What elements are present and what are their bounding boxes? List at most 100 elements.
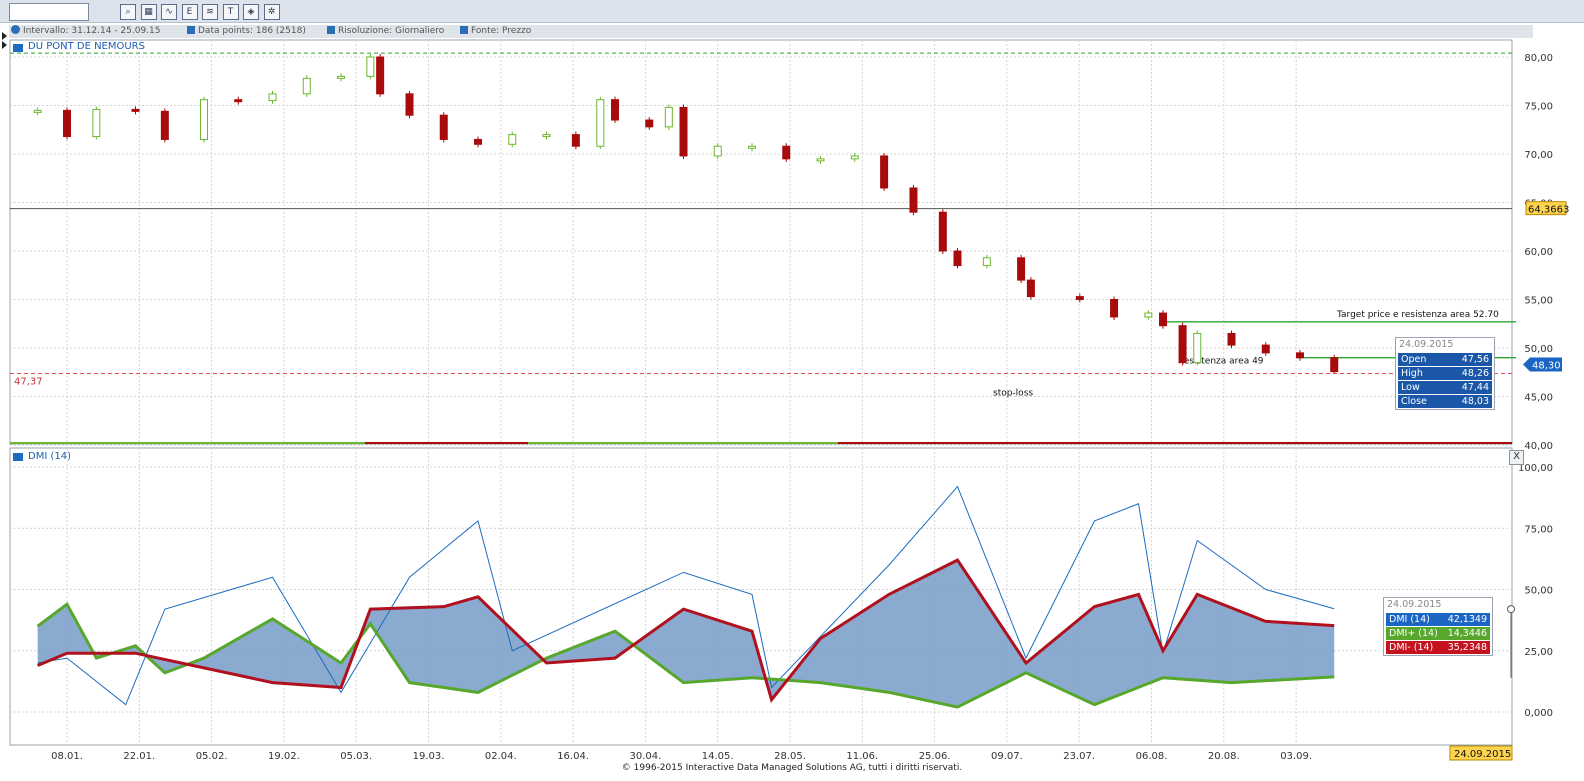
price-tick-label: 70,00 [1524,150,1553,161]
datapoints-info: Data points: 186 (2518) [187,25,306,38]
price-tick-label: 75,00 [1524,102,1553,113]
resistance-annotation: Resistenza area 49 [1178,357,1264,367]
ohlc-row: Low 47,44 [1398,381,1492,394]
indicator-button[interactable]: E [181,4,198,20]
symbol-input[interactable] [9,3,89,21]
dmi-fill-area [37,560,1335,708]
up-candle [542,134,551,138]
down-candle [679,106,688,157]
x-tick-label: 16.04. [557,751,589,762]
source-info: Fonte: Prezzo [460,25,531,38]
settings-button[interactable]: ✲ [263,4,280,20]
dmi-value: 42,1349 [1447,614,1487,625]
ohlc-value: 48,26 [1461,368,1489,379]
x-tick-label: 23.07. [1063,751,1095,762]
x-tick-label: 05.02. [196,751,228,762]
dmi-minus-line [37,558,1335,703]
x-tick-label: 25.06. [919,751,951,762]
compare-button[interactable]: ≋ [202,4,218,20]
up-candle [748,145,756,149]
dmi-color-icon [13,453,23,461]
dmi-tick-label: 100,00 [1518,463,1553,474]
x-tick-label: 14.05. [702,751,734,762]
interval-info: Intervallo: 31.12.14 - 25.09.15 [11,25,161,38]
main-panel-title: DU PONT DE NEMOURS [28,41,145,52]
down-candle [953,250,962,267]
last-price-tag [1523,357,1562,372]
current-level-value: 64,3663 [1528,205,1569,216]
dmi-value: 14,3446 [1447,628,1487,639]
down-candle [63,109,71,138]
target-annotation: Target price e resistenza area 52.70 [1336,310,1499,320]
ohlc-value: 48,03 [1461,396,1489,407]
dmi-label: DMI- (14) [1389,642,1434,653]
toolbar: ⌕ ▦ ∿ E ≋ T ◈ ✲ [0,0,1584,23]
ohlc-row: Close 48,03 [1398,395,1492,408]
down-candle [131,108,140,112]
price-tick-label: 45,00 [1524,393,1553,404]
ohlc-row: High 48,26 [1398,367,1492,380]
chart-type-icon: ▦ [144,7,153,17]
line-chart-button[interactable]: ∿ [161,4,177,20]
dmi-row: DMI- (14) 35,2348 [1386,641,1490,654]
zoom-button[interactable]: ⌕ [120,4,136,20]
ohlc-label: Close [1401,396,1427,407]
resolution-info: Risoluzione: Giornaliero [327,25,444,38]
alert-button[interactable]: ◈ [243,4,259,20]
up-candle [664,106,673,128]
indicator-icon: E [186,7,193,17]
x-tick-label: 20.08. [1208,751,1240,762]
ohlc-row: Open 47,56 [1398,353,1492,366]
price-tick-label: 60,00 [1524,247,1553,258]
down-candle [611,99,619,121]
dmi-cursor-marker [1507,605,1515,614]
down-candle [474,138,482,145]
down-candle [1178,325,1187,364]
down-candle [1110,299,1119,318]
current-date-tag [1449,745,1513,761]
tooltip-date: 24.09.2015 [1399,339,1454,350]
down-candle [1026,279,1035,298]
down-candle [405,93,414,116]
up-candle [508,134,517,145]
down-candle [1296,352,1304,359]
x-tick-label: 05.03. [340,751,372,762]
dmi-row: DMI+ (14) 14,3446 [1386,627,1490,640]
up-candle [366,56,375,77]
x-tick-label: 08.01. [51,751,83,762]
dmi-row: DMI (14) 42,1349 [1386,613,1490,626]
database-icon [460,26,468,34]
info-bar: Intervallo: 31.12.14 - 25.09.15 Data poi… [9,25,1533,38]
alert-icon: ◈ [247,7,255,17]
close-panel-button[interactable]: X [1509,450,1524,465]
dmi-tick-label: 50,00 [1524,586,1553,597]
down-candle [234,99,243,103]
settings-icon: ✲ [267,7,276,17]
up-candle [816,158,825,162]
x-tick-label: 02.04. [485,751,517,762]
text-tool-button[interactable]: T [222,4,239,20]
up-candle [33,109,42,113]
dmi-tick-label: 25,00 [1524,647,1553,658]
x-tick-label: 30.04. [629,751,661,762]
text-tool-icon: T [227,7,234,17]
up-candle [92,108,101,138]
stop-loss-annotation: stop-loss [993,389,1033,399]
x-tick-label: 09.07. [991,751,1023,762]
x-tick-label: 19.03. [413,751,445,762]
last-price-value: 48,30 [1532,360,1561,371]
separator-bar-green [528,442,838,444]
dmi-tick-label: 0,000 [1524,708,1553,719]
last-candle [1330,366,1339,373]
zoom-icon: ⌕ [125,7,131,17]
chart-type-button[interactable]: ▦ [140,4,157,20]
collapse-arrow-icon[interactable] [2,30,7,50]
down-candle [1159,312,1167,327]
x-tick-label: 06.08. [1136,751,1168,762]
ohlc-tooltip: 24.09.2015 Open 47,56 High 48,26 Low 47,44 Clo… [1395,337,1495,410]
up-candle [713,145,722,157]
dmi-value: 35,2348 [1447,642,1487,653]
hash-icon [187,26,195,34]
down-candle [571,134,580,147]
